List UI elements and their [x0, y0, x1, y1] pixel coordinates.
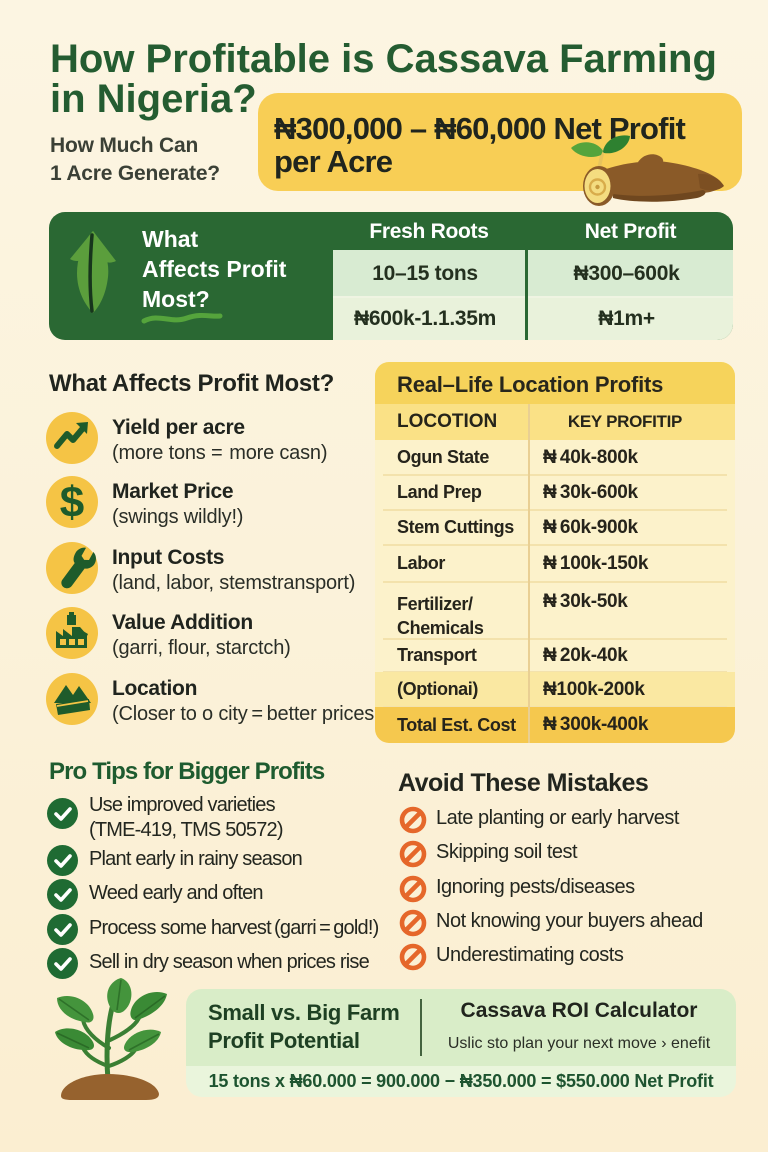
svg-text:$: $: [60, 478, 84, 527]
